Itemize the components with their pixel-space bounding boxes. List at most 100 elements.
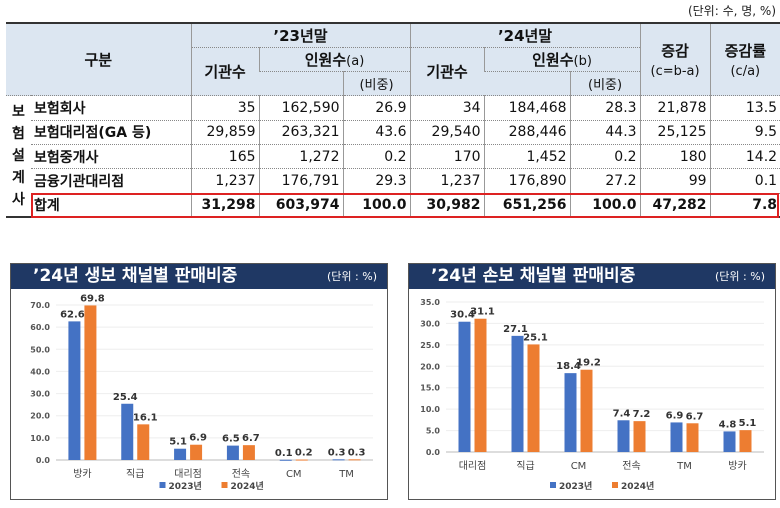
data-label: 6.7 xyxy=(242,433,260,444)
bar-2023년 xyxy=(332,459,345,461)
cell-p24: 184,468 xyxy=(483,95,571,121)
legend-label: 2024년 xyxy=(621,480,654,492)
y-tick-label: 15.0 xyxy=(420,384,440,393)
header-category: 구분 xyxy=(6,22,192,97)
data-label: 31.1 xyxy=(470,307,495,318)
insurance-agents-table: 구분 ’23년말 ’24년말 증감 (c=b-a) 증감률 (c/a) 기관수 인원… xyxy=(6,21,780,219)
x-tick-label: 직급 xyxy=(516,460,534,472)
bar-2024년 xyxy=(242,445,255,460)
cell-c: 21,878 xyxy=(639,95,711,121)
cell-i23: 29,859 xyxy=(190,120,260,145)
unit-label: (단위: 수, 명, %) xyxy=(687,4,776,18)
data-label: 0.1 xyxy=(275,448,293,459)
bar-2024년 xyxy=(739,430,752,452)
bar-2023년 xyxy=(174,448,187,460)
cell-s23: 26.9 xyxy=(342,95,411,121)
bar-2023년 xyxy=(279,459,292,461)
bar-2023년 xyxy=(68,321,81,460)
x-tick-label: TM xyxy=(676,461,692,472)
bar-2024년 xyxy=(633,421,646,452)
cell-s24: 0.2 xyxy=(569,144,641,170)
nonlife-insurance-chart: ’24년 손보 채널별 판매비중 (단위 : %) 0.0 5.0 10.0 15.0 2… xyxy=(408,263,776,500)
nonlife-chart-plot: 0.0 5.0 10.0 15.0 20.0 25.0 30.0 35.0 30.431.1 대리… xyxy=(420,298,764,492)
bar-2023년 xyxy=(511,335,524,452)
cell-p23: 603,974 xyxy=(258,193,344,219)
data-label: 25.4 xyxy=(113,392,138,403)
cell-c: 99 xyxy=(639,168,711,194)
cell-i24: 34 xyxy=(409,95,485,121)
header-rate: 증감률 (c/a) xyxy=(709,22,780,97)
data-label: 0.3 xyxy=(328,447,346,458)
data-label: 6.5 xyxy=(222,434,240,445)
data-label: 62.6 xyxy=(60,309,85,320)
cell-c: 180 xyxy=(639,144,711,170)
y-tick-label: 20.0 xyxy=(30,412,50,421)
cell-r: 0.1 xyxy=(709,168,780,194)
bar-2023년 xyxy=(121,403,134,460)
cell-r: 7.8 xyxy=(709,193,780,219)
cell-name: 금융기관대리점 xyxy=(31,168,192,194)
chart-unit: (단위 : %) xyxy=(327,270,377,283)
data-label: 25.1 xyxy=(523,332,548,343)
cell-name: 보험중개사 xyxy=(31,144,192,170)
x-tick-label: 대리점 xyxy=(174,468,202,480)
y-tick-label: 10.0 xyxy=(30,434,50,443)
life-insurance-chart: ’24년 생보 채널별 판매비중 (단위 : %) 0.0 10.0 20.0 30.0… xyxy=(10,263,388,500)
bar-2024년 xyxy=(474,318,487,452)
header-share-2023: (비중) xyxy=(342,71,411,97)
cell-name: 보험회사 xyxy=(31,95,192,121)
chart-title: ’24년 손보 채널별 판매비중 xyxy=(431,266,636,286)
data-label: 19.2 xyxy=(576,358,601,369)
cell-name: 합계 xyxy=(31,193,192,219)
header-share-2024: (비중) xyxy=(569,71,641,97)
table-row: 보험대리점(GA 등) 29,859 263,321 43.6 29,540 288,44… xyxy=(6,120,780,145)
data-label: 0.3 xyxy=(348,447,366,458)
y-tick-label: 30.0 xyxy=(30,390,50,399)
cell-p24: 288,446 xyxy=(483,120,571,145)
bar-2023년 xyxy=(617,420,630,452)
x-tick-label: CM xyxy=(571,461,587,472)
bar-2024년 xyxy=(295,459,308,461)
chart-unit: (단위 : %) xyxy=(715,270,765,283)
cell-i24: 29,540 xyxy=(409,120,485,145)
y-tick-label: 0.0 xyxy=(36,456,51,465)
x-tick-label: 대리점 xyxy=(459,460,487,472)
bar-2023년 xyxy=(458,321,471,452)
cell-p24: 651,256 xyxy=(483,193,571,219)
table-row: 금융기관대리점 1,237 176,791 29.3 1,237 176,890 27.2 9… xyxy=(6,168,780,194)
data-label: 27.1 xyxy=(503,324,528,335)
cell-i23: 31,298 xyxy=(190,193,260,219)
data-label: 5.1 xyxy=(169,437,187,448)
y-tick-label: 25.0 xyxy=(420,341,440,350)
bar-2024년 xyxy=(84,305,97,460)
y-tick-label: 30.0 xyxy=(420,319,440,328)
data-label: 7.2 xyxy=(633,409,651,420)
data-label: 6.9 xyxy=(189,433,207,444)
legend-swatch xyxy=(612,482,618,488)
y-tick-label: 20.0 xyxy=(420,362,440,371)
data-label: 16.1 xyxy=(133,412,158,423)
data-label: 18.4 xyxy=(556,361,581,372)
y-tick-label: 0.0 xyxy=(426,448,441,457)
legend-swatch xyxy=(159,482,166,488)
side-label: 보험설계사 xyxy=(12,104,25,209)
data-label: 5.1 xyxy=(739,418,757,429)
table-row: 보험중개사 165 1,272 0.2 170 1,452 0.2 180 14.2 xyxy=(6,144,780,170)
bar-2024년 xyxy=(580,369,593,452)
bar-2024년 xyxy=(686,423,699,452)
data-label: 30.4 xyxy=(450,310,475,321)
cell-r: 14.2 xyxy=(709,144,780,170)
header-people-2024: 인원수(b) xyxy=(483,47,641,73)
x-tick-label: 전속 xyxy=(232,468,250,480)
cell-p24: 176,890 xyxy=(483,168,571,194)
total-row: 합계 31,298 603,974 100.0 30,982 651,256 100.0 47… xyxy=(6,193,780,219)
data-label: 7.4 xyxy=(613,408,631,419)
data-label: 4.8 xyxy=(719,419,737,430)
legend-label: 2023년 xyxy=(169,480,202,492)
bar-2024년 xyxy=(527,344,540,452)
bar-2023년 xyxy=(564,373,577,452)
bar-2023년 xyxy=(226,445,239,460)
cell-p23: 162,590 xyxy=(258,95,344,121)
cell-p23: 176,791 xyxy=(258,168,344,194)
header-inst-2023: 기관수 xyxy=(190,47,260,97)
